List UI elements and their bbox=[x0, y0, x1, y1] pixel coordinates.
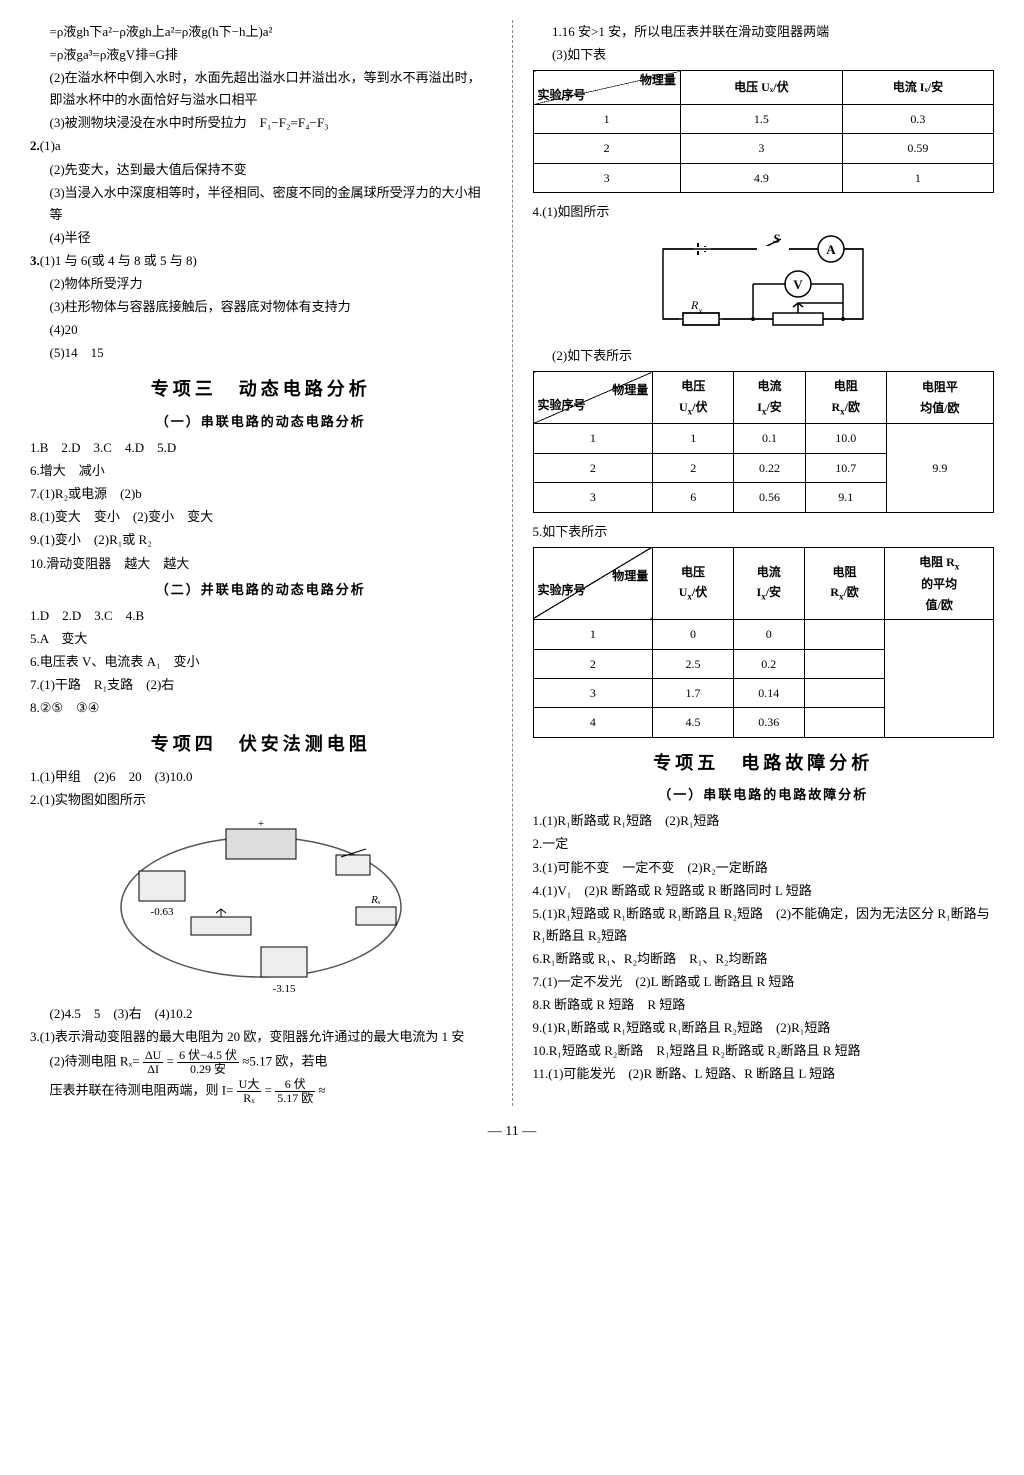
th: 物理量 bbox=[538, 73, 676, 87]
th: 电压 Uₓ/伏 bbox=[680, 71, 842, 105]
answer-text: (2)待测电阻 Rₓ= ΔUΔI = 6 伏−4.5 伏0.29 安 ≈5.17… bbox=[30, 1049, 492, 1076]
subsection-title: （一）串联电路的动态电路分析 bbox=[30, 411, 492, 433]
answer-text: (3)当浸入水中深度相等时，半径相同、密度不同的金属球所受浮力的大小相等 bbox=[30, 182, 492, 226]
answer-text: 9.(1)变小 (2)R₁或 R₂ bbox=[30, 529, 492, 551]
circuit-schematic: S A Rx bbox=[643, 229, 883, 339]
th: 电阻Rx/欧 bbox=[805, 372, 886, 424]
fraction: U大Rₓ bbox=[237, 1078, 262, 1105]
th: 电流Ix/安 bbox=[734, 372, 805, 424]
answer-text: 6.增大 减小 bbox=[30, 460, 492, 482]
data-table-3: 物理量实验序号 电压Ux/伏 电流Ix/安 电阻Rx/欧 电阻 Rx的平均值/欧… bbox=[533, 547, 995, 738]
fraction: 6 伏−4.5 伏0.29 安 bbox=[177, 1049, 239, 1076]
data-table-2: 物理量实验序号 电压Ux/伏 电流Ix/安 电阻Rx/欧 电阻平均值/欧 110… bbox=[533, 371, 995, 512]
th: 电流Ix/安 bbox=[733, 547, 804, 619]
th: 实验序号 bbox=[538, 88, 676, 102]
answer-text: 3.(1)可能不变 一定不变 (2)R₂一定断路 bbox=[533, 857, 995, 879]
answer-text: 1.(1)R₁断路或 R₁短路 (2)R₁短路 bbox=[533, 810, 995, 832]
th: 电阻平均值/欧 bbox=[886, 372, 993, 424]
answer-text: (4)20 bbox=[30, 319, 492, 341]
answer-text: 3.(1)1 与 6(或 4 与 8 或 5 与 8) bbox=[30, 250, 492, 272]
answer-text: 5.A 变大 bbox=[30, 628, 492, 650]
svg-text:S: S bbox=[773, 231, 780, 246]
th: 电阻 Rx的平均值/欧 bbox=[885, 547, 994, 619]
answer-text: 10.滑动变阻器 越大 越大 bbox=[30, 553, 492, 575]
svg-text:-3.15: -3.15 bbox=[272, 983, 295, 995]
answer-text: (2)如下表所示 bbox=[533, 345, 995, 367]
answer-text: 压表并联在待测电阻两端，则 I= U大Rₓ = 6 伏5.17 欧 ≈ bbox=[30, 1078, 492, 1105]
answer-text: 2.一定 bbox=[533, 833, 995, 855]
answer-row: 1.D 2.D 3.C 4.B bbox=[30, 605, 492, 627]
answer-text: 1.(1)甲组 (2)6 20 (3)10.0 bbox=[30, 766, 492, 788]
answer-text: 11.(1)可能发光 (2)R 断路、L 短路、R 断路且 L 短路 bbox=[533, 1063, 995, 1085]
equation-line: =ρ液gh下a²−ρ液gh上a²=ρ液g(h下−h上)a² bbox=[30, 21, 492, 43]
answer-text: 5.(1)R₁短路或 R₁断路或 R₁断路且 R₂短路 (2)不能确定，因为无法… bbox=[533, 903, 995, 947]
answer-text: (2)物体所受浮力 bbox=[30, 273, 492, 295]
answer-text: 7.(1)干路 R₁支路 (2)右 bbox=[30, 674, 492, 696]
subsection-title: （二）并联电路的动态电路分析 bbox=[30, 579, 492, 601]
text: = bbox=[265, 1082, 272, 1097]
table-row: 100 bbox=[533, 620, 994, 649]
table-row: 230.59 bbox=[533, 134, 994, 163]
table-row: 34.91 bbox=[533, 163, 994, 192]
answer-text: 4.(1)V₁ (2)R 断路或 R 短路或 R 断路同时 L 短路 bbox=[533, 880, 995, 902]
answer-text: (5)14 15 bbox=[30, 342, 492, 364]
section-title: 专项四 伏安法测电阻 bbox=[30, 729, 492, 760]
data-table-1: 物理量实验序号 电压 Uₓ/伏 电流 Iₓ/安 11.50.3 230.59 3… bbox=[533, 70, 995, 193]
circuit-diagram: + Rₓ -0.63 -3.15 bbox=[111, 817, 411, 997]
answer-text: 2.(1)a bbox=[30, 135, 492, 157]
answer-text: 9.(1)R₁断路或 R₁短路或 R₁断路且 R₂短路 (2)R₁短路 bbox=[533, 1017, 995, 1039]
svg-text:A: A bbox=[827, 242, 837, 257]
answer-text: 3.(1)表示滑动变阻器的最大电阻为 20 欧，变阻器允许通过的最大电流为 1 … bbox=[30, 1026, 492, 1048]
answer-text: (2)在溢水杯中倒入水时，水面先超出溢水口并溢出水，等到水不再溢出时，即溢水杯中… bbox=[30, 67, 492, 111]
fraction: 6 伏5.17 欧 bbox=[275, 1078, 315, 1105]
answer-row: 1.B 2.D 3.C 4.D 5.D bbox=[30, 437, 492, 459]
section-title: 专项五 电路故障分析 bbox=[533, 748, 995, 779]
answer-text: 10.R₁短路或 R₂断路 R₁短路且 R₂断路或 R₂断路且 R 短路 bbox=[533, 1040, 995, 1062]
svg-text:+: + bbox=[258, 818, 264, 830]
answer-text: (3)被测物块浸没在水中时所受拉力 F₁−F₂=F₄−F₃ bbox=[30, 112, 492, 134]
text: ≈5.17 欧，若电 bbox=[242, 1054, 327, 1069]
answer-text: 1.16 安>1 安，所以电压表并联在滑动变阻器两端 bbox=[533, 21, 995, 43]
answer-text: 5.如下表所示 bbox=[533, 521, 995, 543]
th: 电流 Iₓ/安 bbox=[842, 71, 993, 105]
answer-text: (3)柱形物体与容器底接触后，容器底对物体有支持力 bbox=[30, 296, 492, 318]
subsection-title: （一）串联电路的电路故障分析 bbox=[533, 784, 995, 806]
answer-text: 7.(1)R₂或电源 (2)b bbox=[30, 483, 492, 505]
section-title: 专项三 动态电路分析 bbox=[30, 374, 492, 405]
text: (2)待测电阻 Rₓ= bbox=[50, 1054, 140, 1069]
answer-text: 2.(1)实物图如图所示 bbox=[30, 789, 492, 811]
answer-text: (2)先变大，达到最大值后保持不变 bbox=[30, 159, 492, 181]
answer-text: 7.(1)一定不发光 (2)L 断路或 L 断路且 R 短路 bbox=[533, 971, 995, 993]
answer-text: 6.电压表 V、电流表 A₁ 变小 bbox=[30, 651, 492, 673]
answer-text: 8.(1)变大 变小 (2)变小 变大 bbox=[30, 506, 492, 528]
svg-text:-0.63: -0.63 bbox=[150, 906, 173, 918]
fraction: ΔUΔI bbox=[143, 1049, 163, 1076]
text: 压表并联在待测电阻两端，则 I= bbox=[50, 1082, 234, 1097]
text: (1)1 与 6(或 4 与 8 或 5 与 8) bbox=[40, 253, 197, 268]
page-number: — 11 — bbox=[30, 1120, 994, 1144]
answer-text: 6.R₁断路或 R₁、R₂均断路 R₁、R₂均断路 bbox=[533, 948, 995, 970]
text: (1)a bbox=[40, 138, 61, 153]
text: = bbox=[167, 1054, 174, 1069]
table-row: 110.110.09.9 bbox=[533, 424, 994, 453]
th: 电压Ux/伏 bbox=[653, 372, 734, 424]
text: ≈ bbox=[318, 1082, 325, 1097]
answer-text: (2)4.5 5 (3)右 (4)10.2 bbox=[30, 1003, 492, 1025]
equation-line: =ρ液ga³=ρ液gV排=G排 bbox=[30, 44, 492, 66]
svg-text:Rₓ: Rₓ bbox=[370, 894, 381, 906]
th: 电阻Rx/欧 bbox=[804, 547, 885, 619]
th: 电压Ux/伏 bbox=[653, 547, 734, 619]
answer-text: (4)半径 bbox=[30, 227, 492, 249]
answer-text: (3)如下表 bbox=[533, 44, 995, 66]
table-row: 11.50.3 bbox=[533, 104, 994, 133]
answer-text: 4.(1)如图所示 bbox=[533, 201, 995, 223]
svg-text:V: V bbox=[794, 277, 804, 292]
answer-text: 8.R 断路或 R 短路 R 短路 bbox=[533, 994, 995, 1016]
answer-text: 8.②⑤ ③④ bbox=[30, 697, 492, 719]
